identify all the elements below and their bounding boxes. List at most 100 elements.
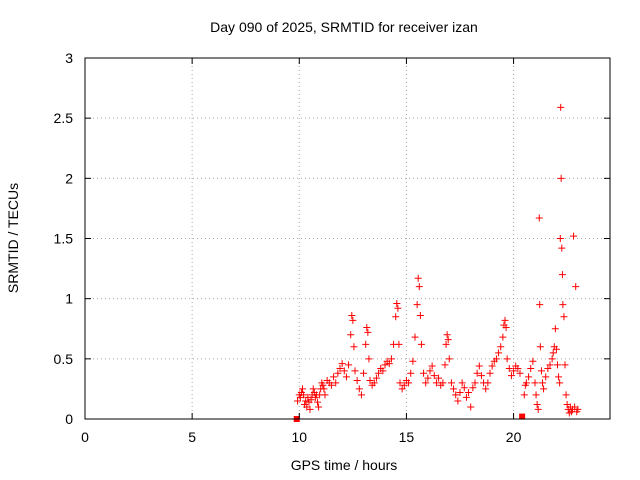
data-point — [486, 369, 494, 377]
grid-lines — [85, 58, 610, 419]
data-point — [414, 274, 422, 282]
data-point — [501, 316, 509, 324]
data-point — [365, 355, 373, 363]
data-point — [321, 391, 329, 399]
y-tick-label: 1.5 — [54, 231, 74, 247]
data-point — [426, 367, 434, 375]
data-point — [450, 385, 458, 393]
data-point — [363, 324, 371, 332]
data-point — [514, 364, 522, 372]
data-point — [534, 405, 542, 413]
data-point — [439, 379, 447, 387]
x-tick-label: 10 — [291, 429, 307, 445]
data-point — [398, 385, 406, 393]
data-point — [456, 389, 464, 397]
data-point — [471, 379, 479, 387]
data-point — [484, 379, 492, 387]
data-point — [574, 405, 582, 413]
data-point — [394, 304, 402, 312]
data-point — [562, 391, 570, 399]
data-point — [537, 367, 545, 375]
data-point — [505, 364, 513, 372]
data-point — [447, 379, 455, 387]
data-point — [549, 349, 557, 357]
data-point — [347, 331, 355, 339]
data-point — [465, 389, 473, 397]
data-point — [536, 343, 544, 351]
data-point — [556, 235, 564, 242]
x-axis-tick-labels: 0 5 10 15 20 — [81, 429, 521, 445]
data-point — [409, 357, 417, 365]
data-point — [452, 391, 460, 399]
data-point — [535, 214, 543, 222]
data-point — [522, 379, 530, 387]
data-point — [353, 376, 361, 384]
y-tick-label: 3 — [65, 50, 73, 66]
data-point — [542, 373, 550, 381]
data-point — [336, 364, 344, 372]
data-point — [454, 397, 462, 405]
data-point — [381, 361, 389, 369]
data-point — [531, 379, 539, 387]
x-tick-label: 20 — [506, 429, 522, 445]
data-point — [432, 379, 440, 387]
x-tick-label: 0 — [81, 429, 89, 445]
data-point — [557, 103, 565, 111]
data-point — [420, 369, 428, 377]
data-point — [482, 385, 490, 393]
data-point — [395, 340, 403, 348]
data-point — [540, 385, 548, 393]
y-tick-label: 0.5 — [54, 351, 74, 367]
data-point — [307, 396, 315, 404]
data-point — [372, 374, 380, 382]
data-point — [360, 369, 368, 377]
data-point — [460, 384, 468, 392]
x-tick-label: 5 — [188, 429, 196, 445]
data-point — [467, 403, 475, 411]
data-point — [559, 301, 567, 309]
data-point — [424, 374, 432, 382]
data-point — [430, 372, 438, 380]
data-point — [315, 403, 323, 411]
data-point — [435, 374, 443, 382]
data-point — [520, 391, 528, 399]
data-point — [306, 405, 314, 413]
data-point — [462, 393, 470, 401]
y-tick-label: 2.5 — [54, 110, 74, 126]
data-point — [338, 360, 346, 368]
data-point — [561, 361, 569, 369]
data-point — [555, 373, 563, 381]
data-point — [503, 355, 511, 363]
data-point — [551, 325, 559, 333]
data-point — [355, 385, 363, 393]
data-point — [364, 328, 372, 336]
data-point — [475, 362, 483, 370]
data-point — [499, 333, 507, 341]
data-point — [554, 361, 561, 369]
data-point — [527, 364, 535, 372]
data-point — [294, 397, 302, 405]
data-point — [405, 379, 413, 387]
y-axis-tick-labels: 0 0.5 1 1.5 2 2.5 3 — [54, 50, 74, 427]
y-tick-label: 2 — [65, 170, 73, 186]
data-point — [332, 379, 340, 387]
data-point — [519, 413, 526, 420]
data-point — [320, 385, 328, 393]
data-point — [510, 367, 518, 375]
data-point — [502, 324, 510, 332]
data-point — [330, 373, 338, 381]
data-point — [529, 357, 537, 365]
y-tick-label: 1 — [65, 291, 73, 307]
data-point — [525, 373, 533, 381]
data-point — [469, 384, 477, 392]
data-point — [546, 361, 554, 369]
data-point — [533, 401, 541, 409]
data-point — [302, 397, 310, 405]
data-point — [560, 313, 568, 321]
data-point — [319, 381, 327, 389]
data-point — [357, 391, 365, 399]
data-point — [445, 355, 453, 363]
data-point — [379, 367, 387, 375]
